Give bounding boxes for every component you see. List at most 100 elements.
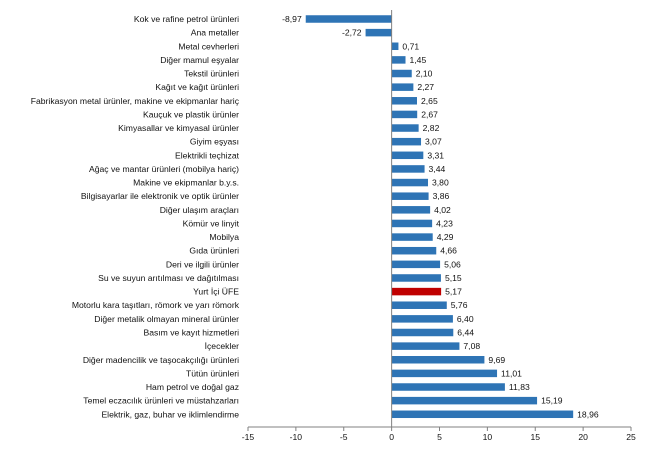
category-label-10: Giyim eşyası: [190, 137, 239, 147]
category-label-25: İçecekler: [205, 341, 240, 351]
x-tick-label-1: -15: [242, 432, 255, 442]
category-label-27: Tütün ürünleri: [186, 368, 239, 378]
value-label-16: 4,23: [436, 218, 453, 228]
value-label-26: 9,69: [488, 355, 505, 365]
category-label-7: Fabrikasyon metal ürünler, makine ve eki…: [31, 96, 240, 106]
category-label-18: Gıda ürünleri: [189, 246, 239, 256]
x-tick-label-4: 0: [389, 432, 394, 442]
bar-19: [391, 260, 441, 269]
value-label-12: 3,44: [429, 164, 446, 174]
category-label-28: Ham petrol ve doğal gaz: [146, 382, 239, 392]
category-label-29: Temel eczacılık ürünleri ve müstahzarlar…: [83, 396, 239, 406]
value-label-22: 5,76: [451, 300, 468, 310]
value-label-5: 2,10: [416, 69, 433, 79]
bar-1: [305, 15, 392, 23]
category-label-11: Elektrikli teçhizat: [175, 150, 240, 160]
value-label-9: 2,82: [423, 123, 440, 133]
bar-5: [391, 69, 412, 78]
value-label-19: 5,06: [444, 259, 461, 269]
category-label-21: Yurt İçi ÜFE: [193, 287, 239, 297]
value-label-11: 3,31: [427, 150, 444, 160]
category-label-30: Elektrik, gaz, buhar ve iklimlendirme: [101, 409, 239, 419]
value-label-13: 3,80: [432, 178, 449, 188]
bar-27: [391, 369, 498, 378]
bar-4: [391, 56, 406, 64]
value-label-27: 11,01: [501, 368, 522, 378]
x-tick-label-5: 5: [437, 432, 442, 442]
bar-17: [391, 233, 433, 241]
bar-6: [391, 83, 414, 91]
category-label-13: Makine ve ekipmanlar b.y.s.: [133, 178, 239, 188]
value-label-6: 2,27: [417, 82, 434, 92]
value-label-group: -8,97 -2,72 0,71 1,45 2,10 2,27 2,65 2,67 2,82 3,…: [282, 14, 599, 419]
category-label-23: Diğer metalik olmayan mineral ürünler: [94, 314, 239, 324]
x-tick-label-7: 15: [530, 432, 540, 442]
value-label-23: 6,40: [457, 314, 474, 324]
category-label-17: Mobilya: [209, 232, 239, 242]
value-label-4: 1,45: [410, 55, 427, 65]
value-label-20: 5,15: [445, 273, 462, 283]
category-label-16: Kömür ve linyit: [183, 218, 240, 228]
bar-2: [365, 28, 392, 37]
value-label-17: 4,29: [437, 232, 454, 242]
bar-13: [391, 178, 429, 187]
bar-12: [391, 165, 425, 173]
value-label-3: 0,71: [402, 41, 419, 51]
value-label-25: 7,08: [463, 341, 480, 351]
category-label-19: Deri ve ilgili ürünler: [166, 259, 239, 269]
bar-3: [391, 42, 399, 51]
bar-18: [391, 246, 437, 255]
value-label-10: 3,07: [425, 137, 442, 147]
x-axis-tick-group: -15 -10 -5 0 5 10 15 20 25: [242, 427, 636, 442]
category-label-group: Kok ve rafine petrol ürünleri Ana metalle…: [31, 14, 240, 419]
x-tick-label-9: 25: [626, 432, 636, 442]
bar-25: [391, 342, 460, 350]
bar-26: [391, 356, 485, 364]
bar-9: [391, 124, 419, 132]
bar-10: [391, 137, 422, 146]
bar-21: [391, 287, 442, 296]
bar-24: [391, 328, 454, 337]
category-label-26: Diğer madencilik ve taşocakçılığı ürünle…: [83, 355, 239, 365]
category-label-1: Kok ve rafine petrol ürünleri: [134, 14, 239, 24]
bar-20: [391, 274, 441, 282]
bar-15: [391, 206, 431, 214]
category-label-9: Kimyasallar ve kimyasal ürünler: [118, 123, 239, 133]
value-label-7: 2,65: [421, 96, 438, 106]
category-label-14: Bilgisayarlar ile elektronik ve optik ür…: [81, 191, 239, 201]
bar-8: [391, 110, 418, 119]
category-label-12: Ağaç ve mantar ürünleri (mobilya hariç): [89, 164, 239, 174]
bar-30: [391, 410, 574, 419]
bar-23: [391, 315, 453, 323]
category-label-6: Kağıt ve kağıt ürünleri: [155, 82, 239, 92]
category-label-2: Ana metaller: [191, 28, 239, 38]
x-tick-label-3: -5: [340, 432, 348, 442]
x-tick-label-2: -10: [290, 432, 303, 442]
bar-14: [391, 192, 429, 200]
bar-group: [305, 15, 574, 419]
bar-7: [391, 97, 417, 105]
bar-16: [391, 219, 433, 228]
value-label-28: 11,83: [509, 382, 530, 392]
category-label-3: Metal cevherleri: [178, 41, 239, 51]
value-label-24: 6,44: [457, 327, 474, 337]
category-label-22: Motorlu kara taşıtları, römork ve yarı r…: [72, 300, 240, 310]
value-label-2: -2,72: [342, 28, 362, 38]
category-label-15: Diğer ulaşım araçları: [160, 205, 239, 215]
x-tick-label-8: 20: [578, 432, 588, 442]
value-label-1: -8,97: [282, 14, 302, 24]
bar-28: [391, 383, 505, 391]
category-label-8: Kauçuk ve plastik ürünler: [143, 109, 239, 119]
value-label-8: 2,67: [421, 109, 438, 119]
bar-22: [391, 301, 447, 309]
value-label-29: 15,19: [541, 396, 563, 406]
category-label-20: Su ve suyun arıtılması ve dağıtılması: [98, 273, 239, 283]
value-label-14: 3,86: [433, 191, 450, 201]
value-label-15: 4,02: [434, 205, 451, 215]
bar-11: [391, 151, 424, 160]
category-label-5: Tekstil ürünleri: [184, 69, 239, 79]
value-label-21: 5,17: [445, 287, 462, 297]
value-label-30: 18,96: [577, 409, 599, 419]
category-label-4: Diğer mamul eşyalar: [160, 55, 239, 65]
